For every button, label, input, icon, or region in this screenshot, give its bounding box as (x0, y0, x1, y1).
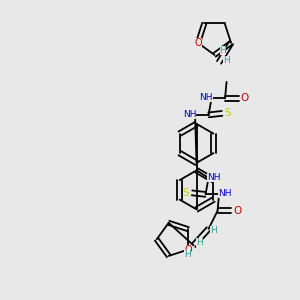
Text: NH: NH (207, 173, 221, 182)
Text: S: S (225, 108, 231, 118)
Text: H: H (223, 56, 230, 65)
Text: H: H (196, 238, 203, 247)
Text: NH: NH (218, 189, 231, 198)
Text: O: O (194, 38, 202, 48)
Text: NH: NH (183, 110, 196, 119)
Text: H: H (220, 46, 226, 55)
Text: S: S (183, 188, 189, 198)
Text: H: H (210, 226, 216, 235)
Text: O: O (184, 244, 192, 255)
Text: O: O (233, 206, 241, 216)
Text: H: H (184, 250, 191, 259)
Text: O: O (240, 93, 249, 103)
Text: NH: NH (200, 93, 213, 102)
